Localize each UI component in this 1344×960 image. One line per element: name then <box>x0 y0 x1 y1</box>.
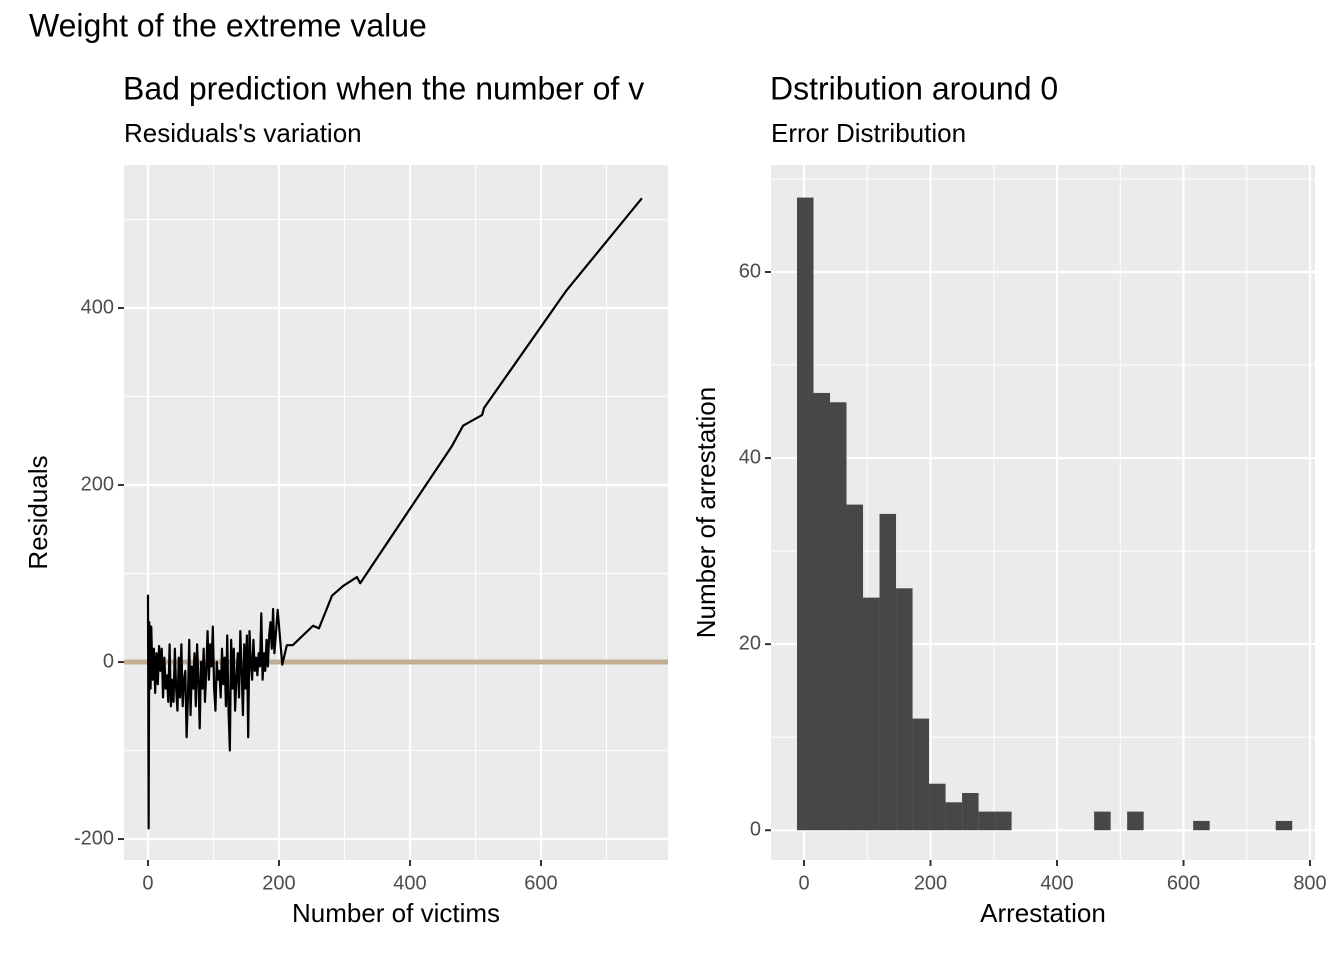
bar <box>879 513 897 831</box>
x-tick-label: 400 <box>1040 872 1073 894</box>
x-tick-label: 600 <box>524 872 557 894</box>
chart-subtitle: Error Distribution <box>771 118 966 148</box>
chart-title: Bad prediction when the number of v <box>123 70 644 106</box>
bar <box>863 597 880 831</box>
x-axis-label: Number of victims <box>292 898 500 928</box>
y-tick-label: 0 <box>750 819 761 841</box>
bar <box>1094 811 1111 831</box>
bar <box>912 718 930 831</box>
bar <box>1127 811 1144 831</box>
bar <box>796 197 814 831</box>
x-axis-label: Arrestation <box>980 898 1106 928</box>
bar <box>945 802 963 831</box>
y-axis-label: Residuals <box>23 455 53 569</box>
x-tick-label: 400 <box>393 872 426 894</box>
bar <box>830 402 847 831</box>
y-tick-label: -200 <box>74 827 114 849</box>
x-tick-label: 0 <box>798 872 809 894</box>
bar <box>962 793 979 831</box>
chart-title: Dstribution around 0 <box>770 70 1058 106</box>
y-tick-label: 200 <box>81 473 114 495</box>
y-tick-label: 0 <box>103 650 114 672</box>
y-tick-label: 40 <box>739 446 761 468</box>
bar <box>846 504 864 831</box>
bar <box>978 811 996 831</box>
y-tick-label: 400 <box>81 296 114 318</box>
x-tick-label: 0 <box>142 872 153 894</box>
bar <box>813 392 831 831</box>
bar <box>1193 820 1210 831</box>
x-tick-label: 200 <box>262 872 295 894</box>
line <box>146 197 643 830</box>
figure-title: Weight of the extreme value <box>29 7 427 43</box>
bar <box>995 811 1012 831</box>
x-tick-label: 200 <box>914 872 947 894</box>
bar <box>929 783 946 831</box>
plot-panel <box>124 165 668 860</box>
chart-subtitle: Residuals's variation <box>124 118 362 148</box>
bar <box>896 588 913 831</box>
y-tick-label: 20 <box>739 632 761 654</box>
x-tick-label: 800 <box>1293 872 1326 894</box>
y-tick-label: 60 <box>739 260 761 282</box>
x-tick-label: 600 <box>1167 872 1200 894</box>
y-axis-label: Number of arrestation <box>691 387 721 638</box>
bar <box>1275 820 1293 831</box>
